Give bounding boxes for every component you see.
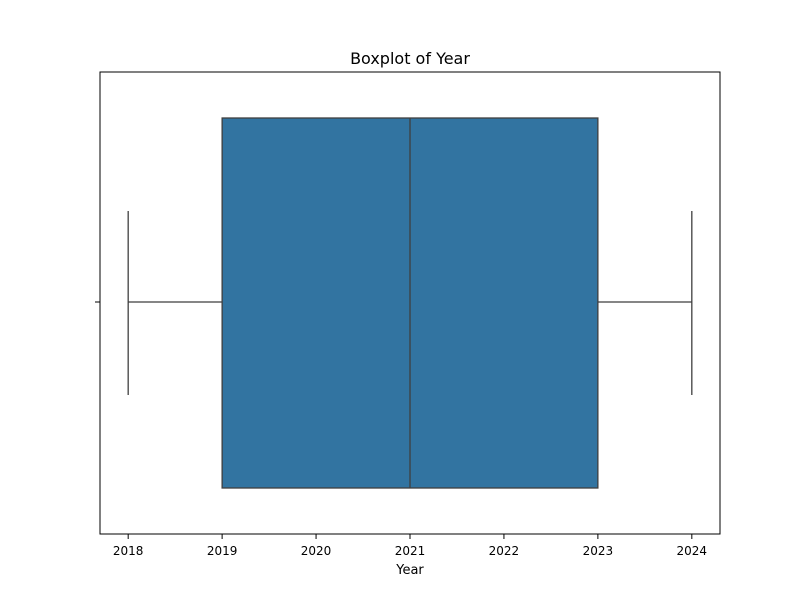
- x-axis-label: Year: [395, 563, 424, 578]
- x-tick-label: 2020: [301, 544, 332, 558]
- x-tick-label: 2021: [395, 544, 426, 558]
- x-tick-label: 2024: [677, 544, 708, 558]
- x-tick-label: 2018: [113, 544, 144, 558]
- x-tick-label: 2023: [583, 544, 614, 558]
- x-tick-label: 2022: [489, 544, 520, 558]
- chart-title: Boxplot of Year: [350, 49, 470, 68]
- x-tick-label: 2019: [207, 544, 238, 558]
- plot-area: [127, 117, 693, 489]
- x-axis: 2018 2019 2020 2021 2022 2023 2024: [113, 534, 707, 558]
